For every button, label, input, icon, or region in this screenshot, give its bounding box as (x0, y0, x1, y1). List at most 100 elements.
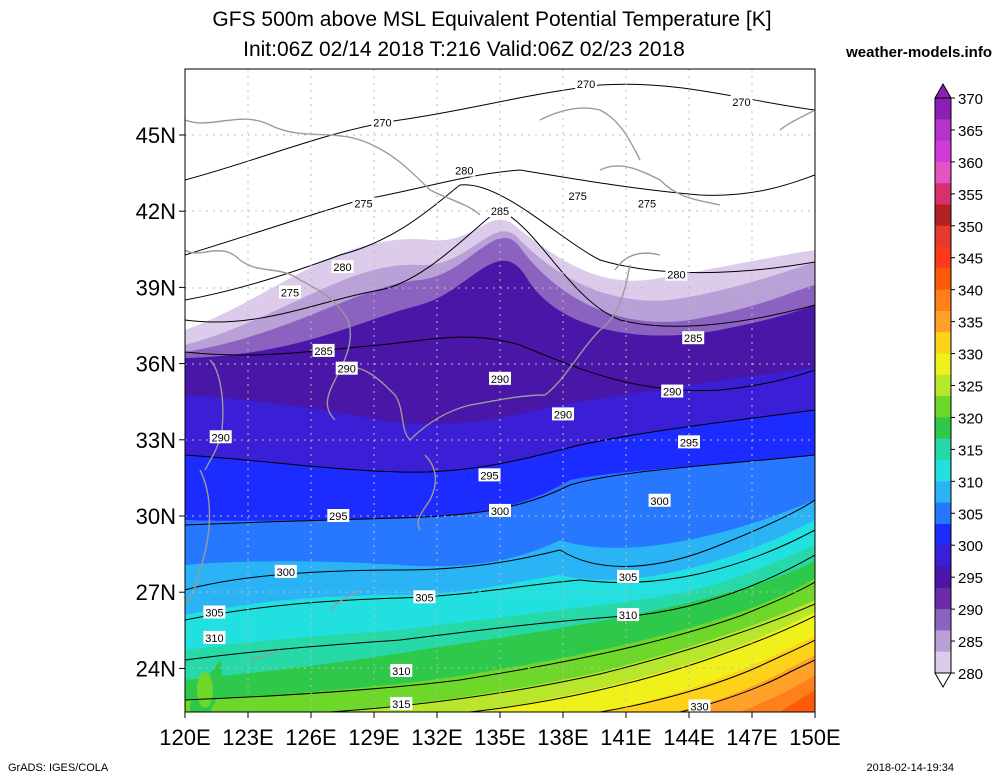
lon-label: 132E (411, 725, 462, 750)
colorbar-swatch (935, 353, 951, 376)
colorbar-swatch (935, 310, 951, 333)
contour-label: 280 (333, 262, 351, 274)
colorbar-label: 290 (958, 602, 983, 619)
contour-label: 300 (491, 506, 509, 518)
contour-label-bg (279, 285, 301, 299)
contour-label-bg (489, 503, 511, 517)
colorbar-label: 370 (958, 91, 983, 108)
contour-label: 275 (354, 199, 372, 211)
lat-label: 36N (136, 352, 176, 377)
lat-label: 45N (136, 123, 176, 148)
colorbar-swatch (935, 417, 951, 440)
contour-label-bg (661, 384, 684, 398)
contour-label: 330 (690, 702, 708, 714)
contour-labels: 270 270 270 280 285 275 275 275 280 275 280 285 285 2… (203, 77, 753, 714)
colorbar-label: 305 (958, 506, 983, 523)
contour-label-bg (327, 509, 350, 522)
contour-label: 310 (619, 610, 637, 622)
colorbar-swatch (935, 247, 951, 269)
lon-label: 123E (222, 725, 273, 750)
lon-label: 135E (474, 725, 525, 750)
contour-label-bg (552, 407, 574, 421)
colorbar-label: 285 (958, 634, 983, 651)
colorbar-swatch (935, 289, 951, 312)
colorbar-swatch (935, 651, 951, 674)
map-subtitle: Init:06Z 02/14 2018 T:216 Valid:06Z 02/2… (243, 38, 685, 61)
colorbar-label: 300 (958, 538, 983, 555)
contour-label: 310 (392, 666, 410, 678)
contour-label-bg (678, 435, 700, 449)
contour-label: 275 (569, 191, 587, 203)
colorbar-swatch (935, 460, 951, 482)
contour-label: 290 (212, 432, 230, 444)
contour-label: 275 (638, 199, 656, 211)
map-title: GFS 500m above MSL Equivalent Potential … (212, 8, 772, 31)
colorbar-swatch (935, 502, 951, 525)
contour-label-bg (331, 260, 354, 274)
grads-credit: GrADS: IGES/COLA (8, 762, 109, 774)
timestamp: 2018-02-14-19:34 (866, 762, 954, 774)
coastlines (185, 107, 815, 661)
contour-label: 285 (314, 346, 332, 358)
contour-label: 270 (373, 117, 391, 129)
contour-label: 280 (667, 270, 685, 282)
colorbar-swatch (935, 396, 951, 418)
contour-label: 270 (732, 97, 750, 109)
contour-label-bg (209, 430, 232, 444)
contour-label-bg (390, 696, 413, 710)
colorbar-label: 315 (958, 442, 983, 459)
contour-label: 295 (480, 470, 498, 482)
contour-label-bg (203, 605, 226, 619)
contour-label-bg (682, 331, 705, 345)
contour-label-bg (730, 94, 753, 108)
contour-label: 305 (415, 592, 433, 604)
contour-label-bg (688, 699, 711, 712)
contour-label: 305 (205, 608, 223, 620)
colorbar-swatch (935, 204, 951, 227)
colorbar-bottom-arrow (934, 672, 952, 689)
lon-label: 120E (159, 725, 210, 750)
contour-label-bg (371, 115, 394, 129)
contour-label: 315 (392, 699, 410, 711)
contour-label-bg (274, 564, 297, 578)
contour-label-bg (575, 77, 598, 91)
colorbar-label: 345 (958, 251, 983, 268)
contour-label-bg (413, 590, 436, 604)
contour-label-bg (453, 163, 476, 177)
colorbar-swatch (935, 183, 951, 205)
longitude-axis: 120E 123E 126E 129E 132E 135E 138E 141E 144E 147E… (159, 712, 841, 750)
contour-label-bg (489, 204, 511, 218)
contour-label: 280 (455, 166, 473, 178)
contour-label-bg (478, 468, 501, 482)
colorbar-swatch (935, 481, 951, 504)
contour-label: 305 (619, 572, 637, 584)
colorbar-swatch (935, 98, 951, 120)
contour-label: 310 (205, 633, 223, 645)
contour-label: 290 (338, 364, 356, 376)
lon-label: 144E (663, 725, 714, 750)
colorbar-label: 350 (958, 219, 983, 236)
lat-label: 42N (136, 199, 176, 224)
colorbar-label: 295 (958, 570, 983, 587)
colorbar-label: 280 (958, 666, 983, 683)
lon-label: 150E (789, 725, 840, 750)
map-panel: 270 270 270 280 285 275 275 275 280 275 280 285 285 2… (185, 69, 815, 714)
contour-label: 295 (680, 437, 698, 449)
colorbar-label: 360 (958, 155, 983, 172)
contour-label-bg (352, 196, 375, 210)
theta-e-contours (185, 83, 815, 712)
contour-label-bg (390, 663, 413, 677)
contour-label: 270 (577, 79, 595, 91)
latitude-axis: 45N 42N 39N 36N 33N 30N 27N 24N (136, 123, 185, 681)
colorbar-label: 325 (958, 379, 983, 396)
lat-label: 24N (136, 656, 176, 681)
colorbar-label: 365 (958, 123, 983, 140)
contour-label: 300 (650, 496, 668, 508)
colorbar-swatch (935, 609, 951, 631)
lon-label: 126E (285, 725, 336, 750)
colorbar-swatch (935, 523, 951, 546)
contour-label: 290 (491, 374, 509, 386)
lon-label: 129E (348, 725, 399, 750)
colorbar-label: 310 (958, 474, 983, 491)
